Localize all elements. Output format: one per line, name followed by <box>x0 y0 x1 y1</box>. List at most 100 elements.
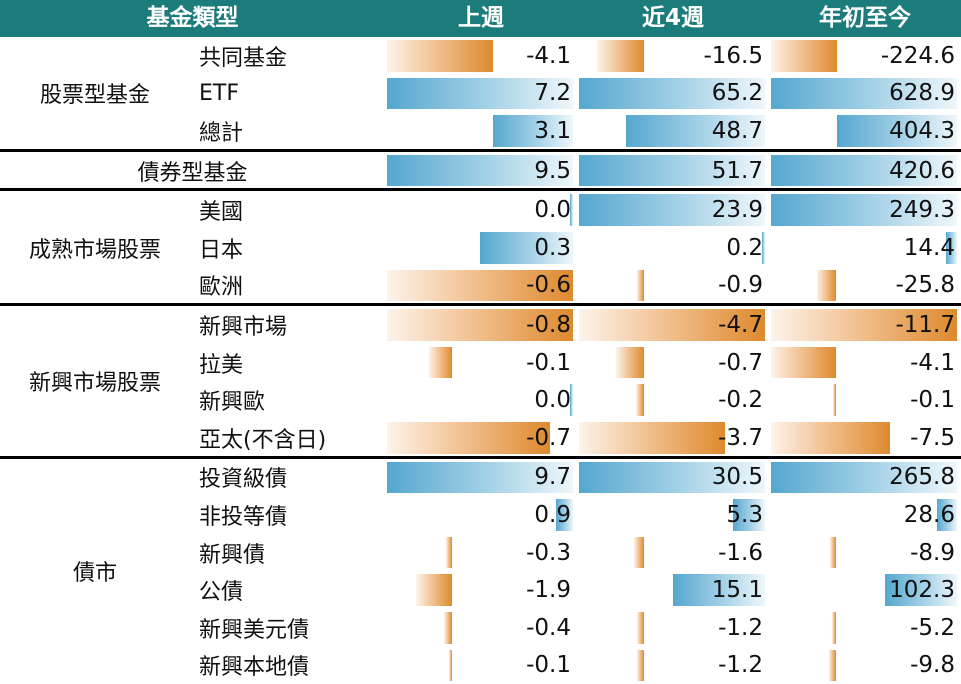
value-text: 249.3 <box>889 197 955 224</box>
positive-bar <box>555 499 573 531</box>
value-text: -0.2 <box>718 387 763 414</box>
value-cell: -0.8 <box>387 309 573 341</box>
value-cell: -0.2 <box>579 384 765 416</box>
negative-bar <box>771 346 837 379</box>
value-cell: -0.1 <box>771 384 957 416</box>
value-cell: 9.5 <box>387 154 573 187</box>
value-cell: -4.1 <box>771 346 957 379</box>
positive-bar <box>579 461 765 494</box>
positive-bar <box>626 115 765 147</box>
value-cell: -1.6 <box>579 536 765 569</box>
negative-bar <box>816 269 837 302</box>
value-text: 23.9 <box>711 197 763 224</box>
value-text: -4.1 <box>910 349 955 376</box>
value-cell: 404.3 <box>771 115 957 147</box>
negative-bar <box>637 269 645 302</box>
header-last-week: 上週 <box>458 5 504 31</box>
value-cell: -8.9 <box>771 536 957 569</box>
negative-bar <box>579 309 765 341</box>
positive-bar <box>387 77 573 110</box>
value-text: -0.9 <box>718 272 763 299</box>
value-cell: 0.9 <box>387 499 573 531</box>
value-text: -9.8 <box>910 652 955 679</box>
negative-bar <box>832 612 837 644</box>
positive-bar <box>946 232 957 264</box>
value-cell: 9.7 <box>387 461 573 494</box>
value-text: -11.7 <box>895 311 955 338</box>
value-cell: -0.3 <box>387 536 573 569</box>
positive-bar <box>771 77 957 110</box>
value-text: -0.8 <box>526 311 571 338</box>
value-text: -4.1 <box>526 42 571 69</box>
value-text: 7.2 <box>534 80 571 107</box>
value-text: 15.1 <box>711 577 763 604</box>
value-text: -0.1 <box>526 652 571 679</box>
row-label: 共同基金 <box>199 45 288 71</box>
positive-bar <box>570 384 573 416</box>
negative-bar <box>428 346 453 379</box>
value-text: 30.5 <box>711 464 763 491</box>
value-text: -0.3 <box>526 539 571 566</box>
value-cell: 0.0 <box>387 194 573 226</box>
value-cell: -0.1 <box>387 346 573 379</box>
value-cell: -0.7 <box>579 346 765 379</box>
value-cell: 249.3 <box>771 194 957 226</box>
value-text: 404.3 <box>889 117 955 144</box>
value-cell: -0.6 <box>387 269 573 302</box>
sep-after-developed <box>0 303 961 307</box>
value-cell: 628.9 <box>771 77 957 110</box>
negative-bar <box>449 649 453 682</box>
row-label: 新興美元債 <box>199 617 310 643</box>
negative-bar <box>597 40 645 72</box>
value-cell: -0.7 <box>387 422 573 454</box>
value-text: -1.9 <box>526 577 571 604</box>
row-label: 亞太(不含日) <box>199 427 327 453</box>
positive-bar <box>771 154 957 187</box>
value-cell: -7.5 <box>771 422 957 454</box>
negative-bar <box>833 384 837 416</box>
value-text: 0.9 <box>534 501 571 528</box>
positive-bar <box>771 194 957 226</box>
negative-bar <box>636 649 645 682</box>
value-text: -3.7 <box>718 424 763 451</box>
value-cell: 15.1 <box>579 574 765 606</box>
sep-after-bond <box>0 188 961 192</box>
value-text: -0.1 <box>526 349 571 376</box>
value-text: -1.6 <box>718 539 763 566</box>
value-cell: 102.3 <box>771 574 957 606</box>
value-text: 265.8 <box>889 464 955 491</box>
row-label: 新興本地債 <box>199 655 310 681</box>
value-text: 0.0 <box>534 197 571 224</box>
row-label: 新興債 <box>199 542 266 568</box>
negative-bar <box>829 536 837 569</box>
value-text: -25.8 <box>895 272 955 299</box>
value-cell: 30.5 <box>579 461 765 494</box>
value-cell: -0.4 <box>387 612 573 644</box>
negative-bar <box>636 384 645 416</box>
value-cell: -4.7 <box>579 309 765 341</box>
value-cell: 7.2 <box>387 77 573 110</box>
positive-bar <box>771 461 957 494</box>
row-label: 公債 <box>199 580 244 606</box>
value-text: 3.1 <box>534 117 571 144</box>
negative-bar <box>829 649 837 682</box>
value-cell: 3.1 <box>387 115 573 147</box>
positive-bar <box>672 574 765 606</box>
negative-bar <box>579 422 726 454</box>
value-cell: -11.7 <box>771 309 957 341</box>
negative-bar <box>634 536 645 569</box>
value-cell: 14.4 <box>771 232 957 264</box>
row-label: 美國 <box>199 200 244 226</box>
row-label: ETF <box>199 80 239 106</box>
value-text: 0.0 <box>534 387 571 414</box>
row-label: 拉美 <box>199 352 244 378</box>
header-ytd: 年初至今 <box>819 5 911 31</box>
negative-bar <box>387 422 550 454</box>
positive-bar <box>387 154 573 187</box>
value-cell: -1.2 <box>579 612 765 644</box>
value-text: 9.7 <box>534 464 571 491</box>
value-text: -7.5 <box>910 424 955 451</box>
value-cell: -25.8 <box>771 269 957 302</box>
value-text: -0.7 <box>718 349 763 376</box>
